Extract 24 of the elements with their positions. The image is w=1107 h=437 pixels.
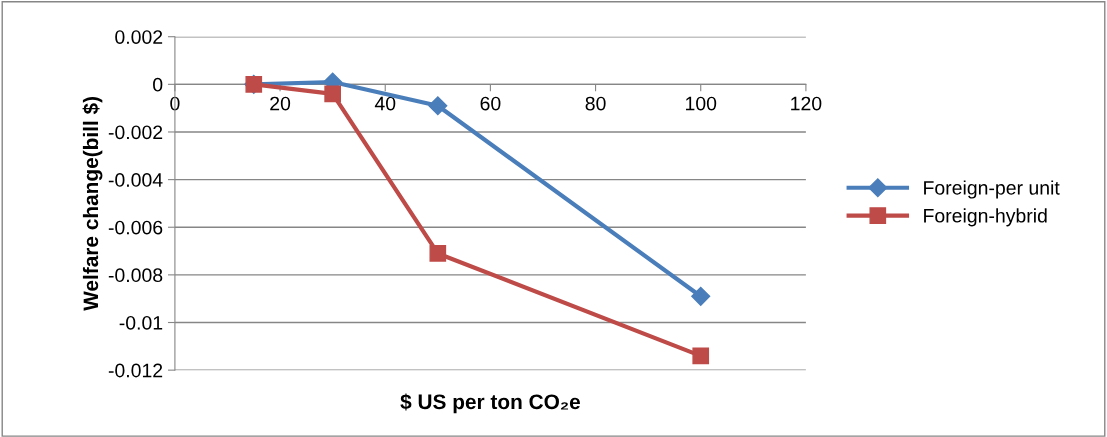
point [692, 347, 710, 365]
point [429, 245, 447, 262]
y-tick-label: 0 [153, 77, 163, 92]
x-tick-label: 20 [270, 96, 291, 111]
point [691, 286, 711, 306]
y-axis-title: Welfare change(bill $) [82, 96, 103, 311]
y-tick-label: -0.008 [108, 268, 163, 283]
x-tick-label: 60 [480, 96, 501, 111]
x-tick-label: 0 [170, 96, 180, 111]
y-tick-label: -0.004 [108, 173, 163, 187]
x-tick-label: 120 [791, 96, 822, 111]
point [428, 96, 448, 116]
point [324, 85, 341, 103]
y-tick-label: -0.012 [108, 363, 163, 378]
legend-label: Foreign-per unit [924, 180, 1060, 199]
y-tick-label: -0.006 [108, 220, 163, 235]
x-tick-label: 100 [685, 96, 717, 111]
y-tick-label: -0.01 [119, 315, 163, 330]
x-axis-title: $ US per ton CO₂e [400, 393, 580, 414]
x-tick-label: 80 [585, 96, 606, 111]
y-tick-label: -0.002 [108, 125, 163, 140]
y-tick-label: 0.002 [115, 30, 163, 44]
legend-label: Foreign-hybrid [924, 208, 1047, 227]
x-tick-label: 40 [374, 96, 396, 111]
